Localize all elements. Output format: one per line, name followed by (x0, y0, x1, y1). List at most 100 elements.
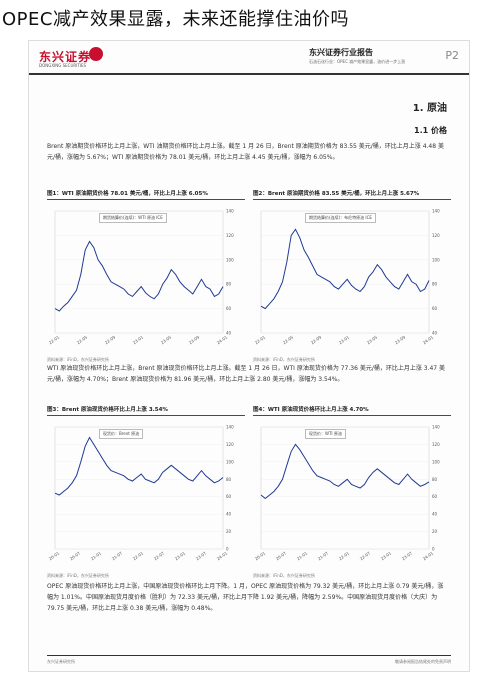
y-tick-label: 80 (226, 477, 232, 482)
figure-1-legend: 期货结算价(连续)：WTI 原油 ICE (99, 213, 167, 223)
figure-2-title: 图2：Brent 原油期货价格 83.55 美元/桶，环比上月上涨 5.67% (253, 191, 420, 197)
y-tick-label: 20 (226, 529, 232, 534)
page-number: P2 (445, 49, 459, 62)
report-title: 东兴证券行业报告 (309, 48, 373, 57)
y-tick-label: 80 (226, 282, 232, 287)
x-tick-label: 20-01 (254, 550, 267, 561)
x-tick-label: 21-01 (296, 550, 309, 561)
x-tick-label: 22-01 (254, 334, 267, 345)
figure-3-legend: 现货价：Brent 原油 (99, 429, 144, 439)
x-tick-label: 23-01 (380, 550, 393, 561)
figure-2-chart: 40 60 80 100 120 140 22-01 22-05 22-09 23-01 23-05… (254, 209, 440, 346)
paragraph-futures: Brent 原油期货价格环比上月上涨，WTI 油期货价格环比上月上涨。截至 1 … (47, 143, 444, 161)
x-tick-label: 23-07 (195, 550, 208, 561)
figure-4-legend: 现货价：WTI 原油 (305, 429, 346, 439)
y-tick-label: 100 (226, 459, 234, 464)
figure-1-title: 图1：WTI 原油期货价格 78.01 美元/桶，环比上月上涨 6.05% (47, 191, 208, 197)
y-tick-label: 100 (226, 257, 234, 262)
x-tick-label: 24-01 (422, 334, 435, 345)
y-tick-label: 80 (432, 477, 438, 482)
x-tick-label: 23-09 (394, 334, 407, 345)
series-line (260, 443, 430, 500)
report-subtitle: 石油石化行业：OPEC 减产效果显露，油价进一步上涨 (309, 59, 406, 64)
y-tick-label: 0 (226, 547, 229, 552)
figure-4-chart: 0 20 40 60 80 100 120 140 20-01 20-07 21-01 21-07 22… (254, 425, 440, 562)
brand-mark-icon (89, 47, 103, 61)
x-tick-label: 22-01 (48, 334, 61, 345)
x-tick-label: 21-07 (111, 550, 124, 561)
figure-3-chart: 0 20 40 60 80 100 120 140 20-01 20-07 21-01 21-07 22… (48, 425, 234, 562)
x-tick-label: 22-07 (153, 550, 166, 561)
footer-left: 东兴证券研究所 (47, 659, 75, 664)
y-tick-label: 60 (226, 306, 232, 311)
x-tick-label: 23-07 (401, 550, 414, 561)
paragraph-opec: OPEC 原油现货价格环比上月上涨，中国原油现货价格环比上月下降。1 月，OPE… (47, 583, 444, 612)
x-tick-label: 24-01 (216, 334, 229, 345)
x-tick-label: 22-07 (359, 550, 372, 561)
paragraph-spot: WTI 原油现货价格环比上月上涨，Brent 原油现货价格环比上月上涨。截至 1… (47, 365, 446, 383)
figure-2-source: 资料来源：iFinD，东兴证券研究所 (253, 357, 315, 362)
x-tick-label: 22-01 (132, 550, 145, 561)
y-tick-label: 40 (226, 512, 232, 517)
footer-rule (47, 655, 451, 656)
y-tick-label: 20 (432, 529, 438, 534)
x-tick-label: 21-07 (317, 550, 330, 561)
x-tick-label: 24-01 (422, 550, 435, 561)
brand-logo: 东兴证券 (39, 50, 92, 64)
x-tick-label: 20-01 (48, 550, 61, 561)
article-headline: OPEC减产效果显露，未来还能撑住油价吗 (0, 0, 500, 40)
y-tick-label: 140 (226, 425, 234, 430)
y-tick-label: 40 (226, 331, 232, 336)
y-tick-label: 140 (226, 209, 234, 214)
y-tick-label: 60 (432, 494, 438, 499)
section-heading: 1. 原油 (412, 103, 447, 114)
x-tick-label: 20-07 (275, 550, 288, 561)
plot-frame (54, 210, 224, 334)
report-header: 东兴证券 DONGXING SECURITIES 东兴证券行业报告 石油石化行业… (29, 41, 469, 75)
figure-1-rule (47, 199, 245, 200)
plot-frame (54, 426, 224, 550)
figure-3-rule (47, 415, 245, 416)
y-tick-label: 120 (226, 442, 234, 447)
series-line (54, 436, 224, 496)
figure-1-chart: 40 60 80 100 120 140 22-01 22-05 22-09 23-01 23-05… (48, 209, 234, 346)
figure-4-rule (253, 415, 451, 416)
figure-2-rule (253, 199, 451, 200)
x-tick-label: 22-09 (104, 334, 117, 345)
y-tick-label: 60 (226, 494, 232, 499)
x-tick-label: 20-07 (69, 550, 82, 561)
plot-frame (260, 426, 430, 550)
y-tick-label: 60 (432, 306, 438, 311)
subsection-heading: 1.1 价格 (414, 126, 447, 135)
report-page: 东兴证券 DONGXING SECURITIES 东兴证券行业报告 石油石化行业… (28, 40, 470, 672)
y-tick-label: 140 (432, 209, 440, 214)
x-tick-label: 22-05 (76, 334, 89, 345)
x-tick-label: 22-01 (338, 550, 351, 561)
y-tick-label: 140 (432, 425, 440, 430)
x-tick-label: 23-01 (132, 334, 145, 345)
figure-2-legend: 期货结算价(连续)：布伦特原油 ICE (305, 213, 376, 223)
brand-logo-sub: DONGXING SECURITIES (39, 63, 87, 68)
y-tick-label: 80 (432, 282, 438, 287)
y-tick-label: 120 (432, 233, 440, 238)
y-tick-label: 120 (226, 233, 234, 238)
figure-3-title: 图3：Brent 原油现货价格环比上月上涨 3.54% (47, 407, 168, 413)
y-tick-label: 40 (432, 512, 438, 517)
figure-3-source: 资料来源：iFinD，东兴证券研究所 (47, 573, 109, 578)
figure-4-title: 图4：WTI 原油现货价格环比上月上涨 4.70% (253, 407, 369, 413)
figure-1-source: 资料来源：iFinD，东兴证券研究所 (47, 357, 109, 362)
x-tick-label: 23-09 (188, 334, 201, 345)
figure-4-source: 资料来源：iFinD，东兴证券研究所 (253, 573, 315, 578)
y-tick-label: 100 (432, 257, 440, 262)
y-tick-label: 100 (432, 459, 440, 464)
x-tick-label: 21-01 (90, 550, 103, 561)
x-tick-label: 24-01 (216, 550, 229, 561)
x-tick-label: 23-05 (160, 334, 173, 345)
x-tick-label: 22-09 (310, 334, 323, 345)
y-tick-label: 120 (432, 442, 440, 447)
y-tick-label: 0 (432, 547, 435, 552)
x-tick-label: 23-01 (338, 334, 351, 345)
x-tick-label: 23-05 (366, 334, 379, 345)
series-line (54, 240, 224, 312)
x-tick-label: 22-05 (282, 334, 295, 345)
